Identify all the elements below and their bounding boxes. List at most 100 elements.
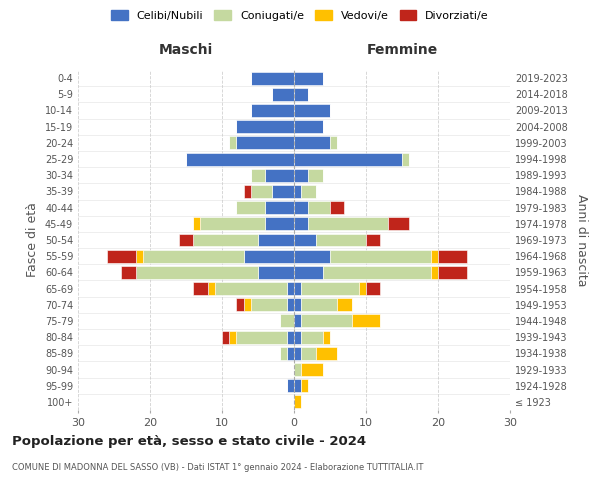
Bar (251, 169, 265, 181)
Bar (438, 250, 467, 262)
Bar (308, 169, 323, 181)
Bar (143, 250, 244, 262)
Bar (251, 72, 294, 85)
Bar (308, 218, 388, 230)
Bar (258, 234, 294, 246)
Bar (301, 347, 316, 360)
Bar (229, 136, 236, 149)
Bar (359, 282, 366, 295)
Bar (136, 266, 258, 279)
Bar (258, 266, 294, 279)
Bar (294, 88, 308, 101)
Bar (294, 201, 308, 214)
Bar (294, 104, 330, 117)
Bar (294, 152, 402, 166)
Bar (337, 298, 352, 311)
Bar (352, 314, 380, 328)
Bar (438, 266, 467, 279)
Bar (330, 250, 431, 262)
Bar (229, 330, 236, 344)
Legend: Celibi/Nubili, Coniugati/e, Vedovi/e, Divorziati/e: Celibi/Nubili, Coniugati/e, Vedovi/e, Di… (107, 6, 493, 25)
Bar (208, 282, 215, 295)
Bar (323, 330, 330, 344)
Bar (294, 347, 301, 360)
Text: Maschi: Maschi (159, 44, 213, 58)
Bar (294, 330, 301, 344)
Bar (431, 250, 438, 262)
Bar (236, 136, 294, 149)
Bar (294, 266, 323, 279)
Bar (193, 218, 200, 230)
Bar (294, 379, 301, 392)
Bar (294, 250, 330, 262)
Bar (294, 282, 301, 295)
Bar (330, 201, 344, 214)
Bar (323, 266, 431, 279)
Bar (186, 152, 294, 166)
Bar (236, 120, 294, 133)
Bar (236, 201, 265, 214)
Bar (301, 363, 323, 376)
Bar (272, 185, 294, 198)
Bar (107, 250, 136, 262)
Bar (236, 330, 287, 344)
Bar (388, 218, 409, 230)
Bar (280, 347, 287, 360)
Bar (265, 218, 294, 230)
Bar (287, 379, 294, 392)
Bar (215, 282, 287, 295)
Bar (244, 185, 251, 198)
Y-axis label: Fasce di età: Fasce di età (26, 202, 39, 278)
Text: Popolazione per età, sesso e stato civile - 2024: Popolazione per età, sesso e stato civil… (12, 435, 366, 448)
Bar (136, 250, 143, 262)
Bar (265, 169, 294, 181)
Bar (251, 298, 287, 311)
Bar (294, 72, 323, 85)
Bar (301, 185, 316, 198)
Bar (294, 218, 308, 230)
Bar (301, 379, 308, 392)
Bar (121, 266, 136, 279)
Bar (294, 185, 301, 198)
Bar (294, 234, 316, 246)
Bar (265, 201, 294, 214)
Bar (294, 396, 301, 408)
Bar (301, 330, 323, 344)
Bar (244, 250, 294, 262)
Bar (431, 266, 438, 279)
Bar (193, 282, 208, 295)
Bar (287, 298, 294, 311)
Bar (402, 152, 409, 166)
Bar (294, 169, 308, 181)
Y-axis label: Anni di nascita: Anni di nascita (575, 194, 587, 286)
Bar (294, 363, 301, 376)
Bar (366, 234, 380, 246)
Bar (366, 282, 380, 295)
Text: Femmine: Femmine (367, 44, 437, 58)
Text: COMUNE DI MADONNA DEL SASSO (VB) - Dati ISTAT 1° gennaio 2024 - Elaborazione TUT: COMUNE DI MADONNA DEL SASSO (VB) - Dati … (12, 462, 424, 471)
Bar (179, 234, 193, 246)
Bar (294, 136, 330, 149)
Bar (200, 218, 265, 230)
Bar (287, 347, 294, 360)
Bar (316, 347, 337, 360)
Bar (272, 88, 294, 101)
Bar (294, 314, 301, 328)
Bar (280, 314, 294, 328)
Bar (308, 201, 330, 214)
Bar (316, 234, 366, 246)
Bar (330, 136, 337, 149)
Bar (301, 314, 352, 328)
Bar (294, 298, 301, 311)
Bar (301, 298, 337, 311)
Bar (244, 298, 251, 311)
Bar (294, 120, 323, 133)
Bar (222, 330, 229, 344)
Bar (251, 185, 272, 198)
Bar (301, 282, 359, 295)
Bar (251, 104, 294, 117)
Bar (193, 234, 258, 246)
Bar (287, 282, 294, 295)
Bar (287, 330, 294, 344)
Bar (236, 298, 244, 311)
